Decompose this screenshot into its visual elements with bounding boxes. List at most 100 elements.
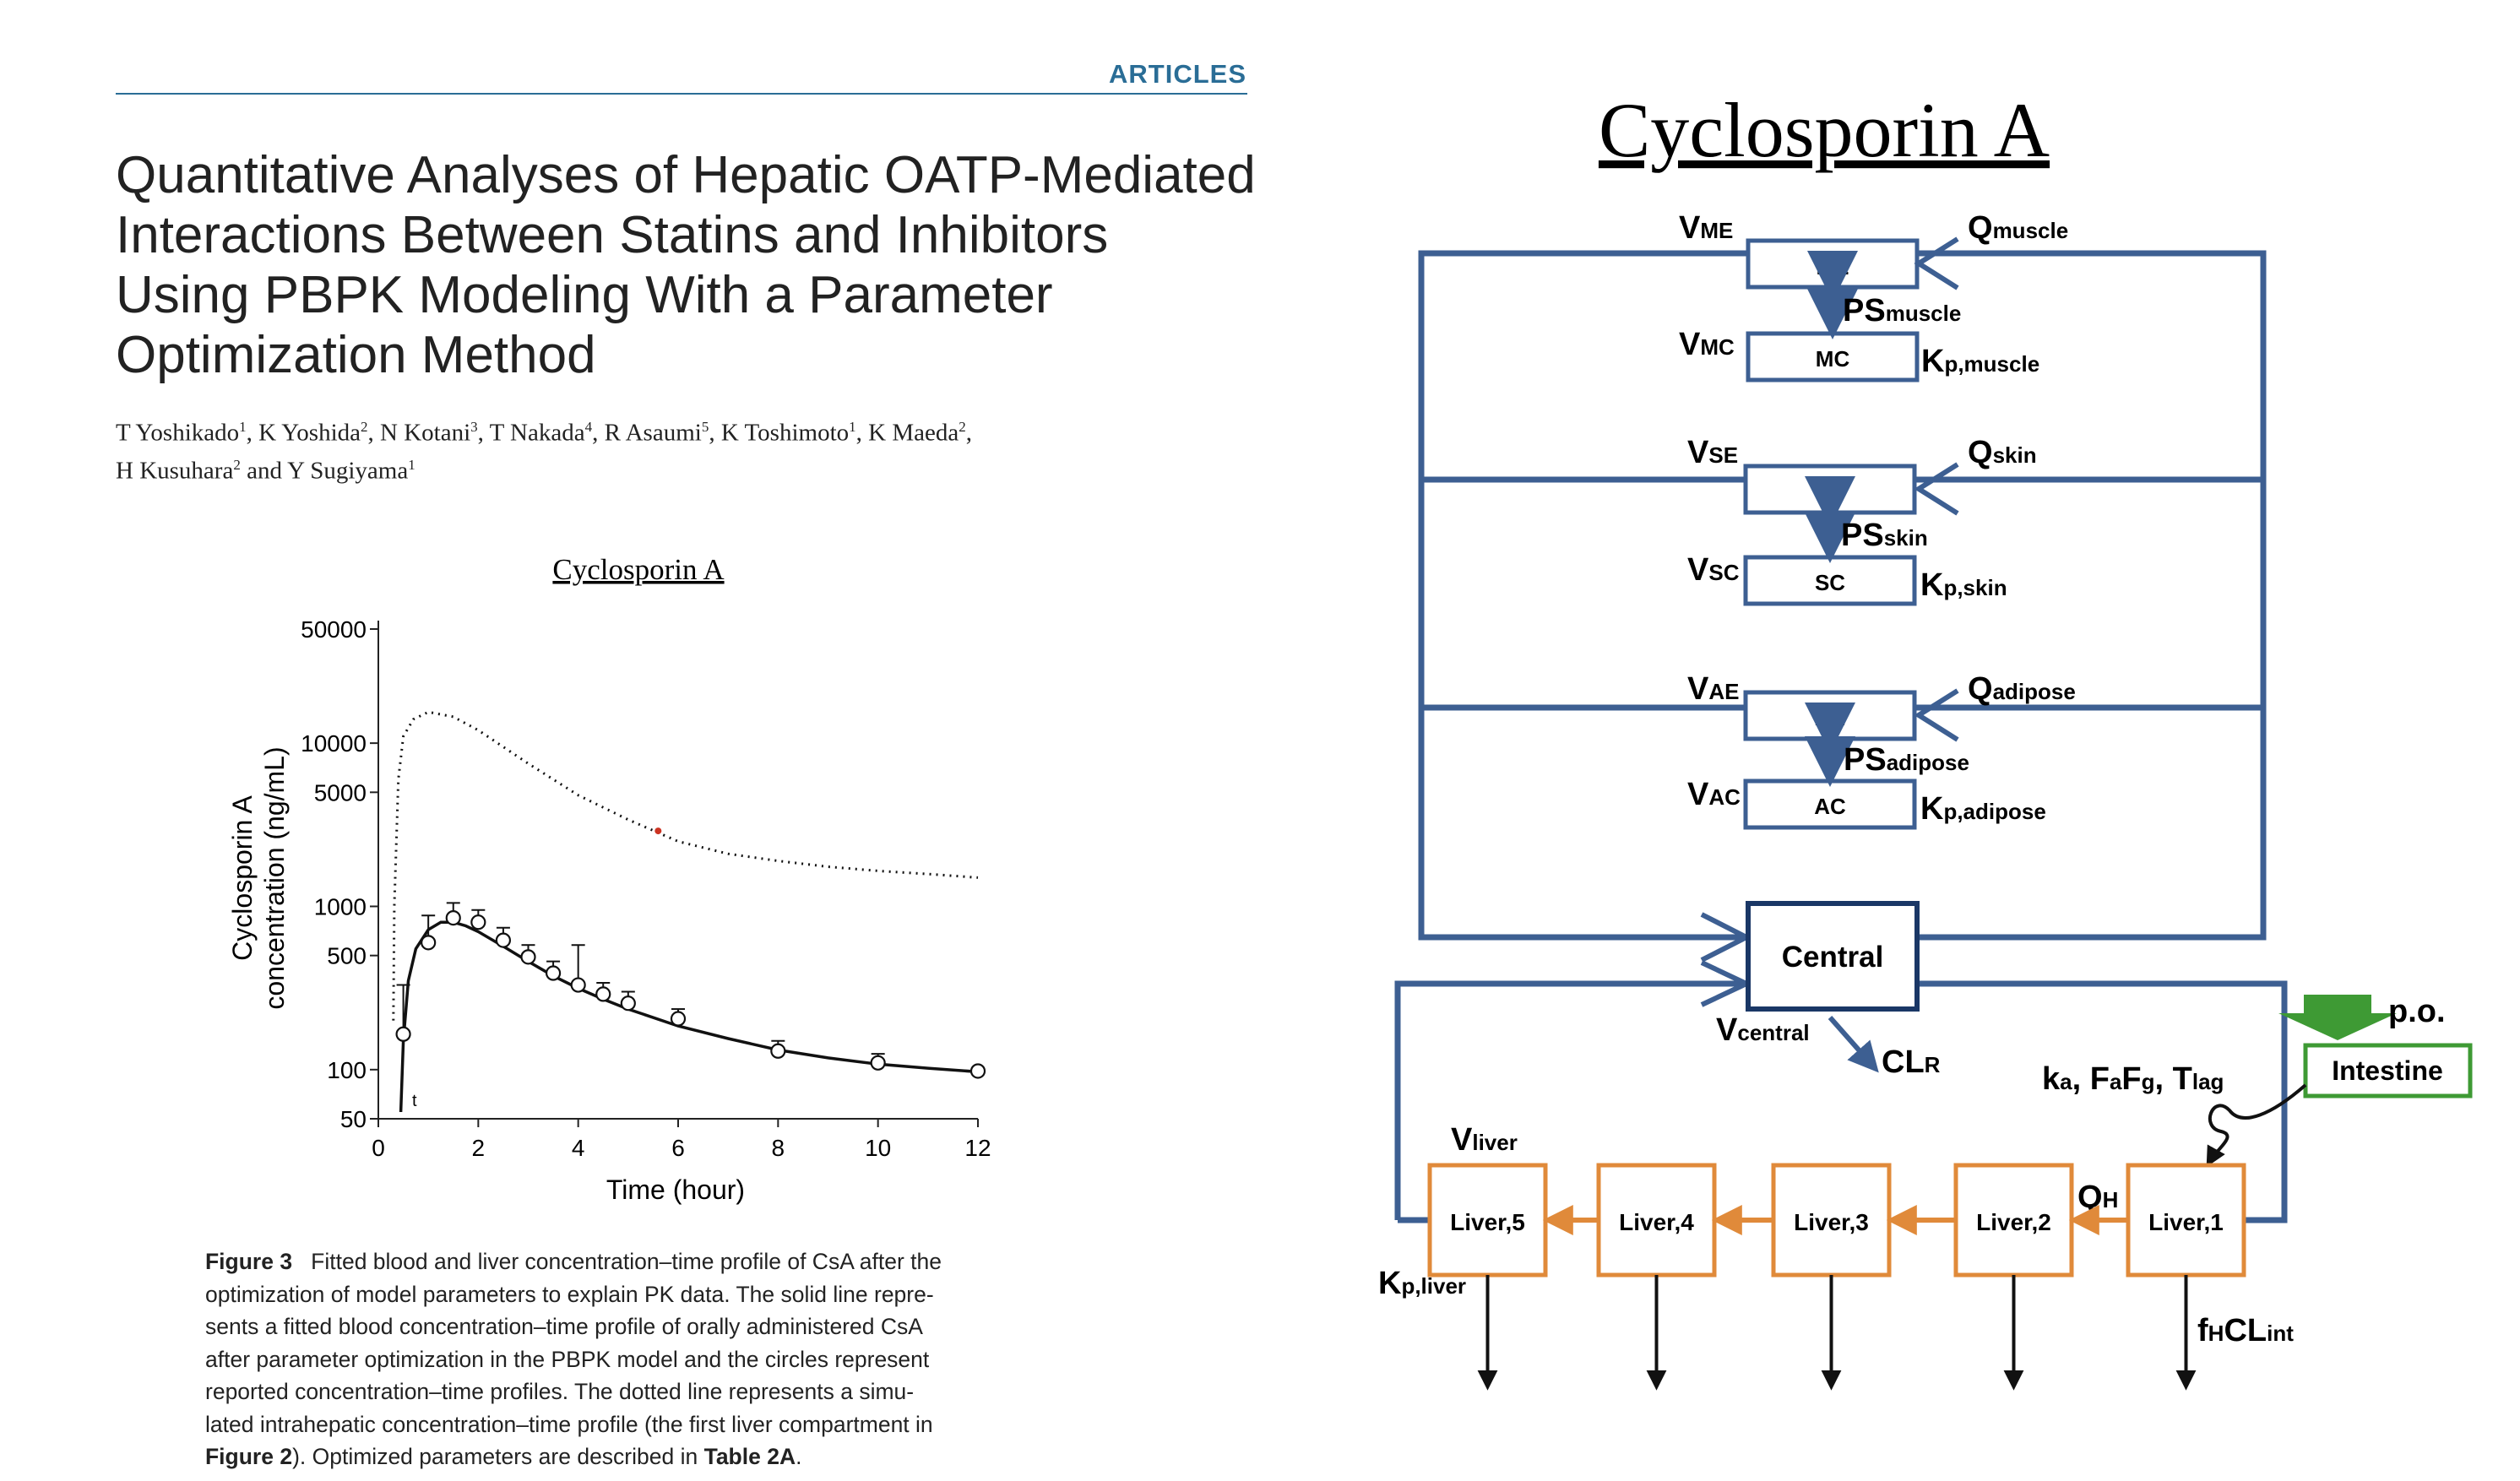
liver-partition-coefficient: Kp,liver <box>1378 1266 1466 1301</box>
pbpk-model-diagram: Cyclosporin A ME MC VME Qmuscle PSmuscle… <box>1378 87 2473 1391</box>
author-affiliation: 5 <box>701 419 709 435</box>
hepatic-blood-flow: QH <box>2077 1180 2118 1215</box>
intestine-label: Intestine <box>2332 1055 2443 1086</box>
author-affiliation: 1 <box>849 419 856 435</box>
liver-simulated-series <box>392 710 979 1021</box>
x-tick-label: 4 <box>572 1135 585 1161</box>
title-line: Using PBPK Modeling With a Parameter <box>116 266 1053 324</box>
article-title: Quantitative Analyses of Hepatic OATP-Me… <box>116 145 1264 385</box>
data-point <box>770 1043 786 1059</box>
x-tick-label: 10 <box>865 1135 891 1161</box>
author-affiliation: 3 <box>470 419 478 435</box>
x-tick-label: 0 <box>372 1135 385 1161</box>
author-separator: , <box>855 419 869 447</box>
author-name: T Yoshikado <box>116 419 240 447</box>
skin-compartment: SE SC VSE Qskin PSskin VSC Kp,skin <box>1687 435 2037 606</box>
author-line-2: H Kusuhara2 and Y Sugiyama1 <box>116 449 1264 487</box>
central-label: Central <box>1782 941 1884 974</box>
muscle-compartment: ME MC VME Qmuscle PSmuscle VMC Kp,muscle <box>1679 210 2068 382</box>
skin-volume-cell: VSC <box>1687 552 1740 588</box>
muscle-volume-extracellular: VME <box>1679 210 1733 246</box>
muscle-partition-coefficient: Kp,muscle <box>1921 344 2039 379</box>
liver-compartments: Vliver Kp,liver QH fHCLint Liver,5 Liver,… <box>1378 1122 2294 1391</box>
data-point <box>470 914 486 930</box>
caption-text: ). Optimized parameters are described in <box>292 1444 704 1469</box>
caption-line: sents a fitted blood concentration–time … <box>205 1314 923 1339</box>
author-separator: , <box>246 419 259 447</box>
author-affiliation: 1 <box>408 456 415 473</box>
caption-text: . <box>796 1444 802 1469</box>
author-affiliation: 1 <box>239 419 247 435</box>
author-separator: , <box>367 419 380 447</box>
x-axis-label: Time (hour) <box>606 1174 745 1205</box>
caption-line: Figure 3 Fitted blood and liver concentr… <box>205 1245 1050 1278</box>
y-tick-label: 100 <box>327 1057 367 1083</box>
y-axis-label: Cyclosporin A concentration (ng/mL) <box>227 746 290 1009</box>
author-affiliation: 4 <box>584 419 593 435</box>
skin-extracellular-label: SE <box>1816 479 1845 504</box>
figure-ref: Figure 2 <box>205 1444 293 1469</box>
data-point <box>969 1063 986 1079</box>
central-compartment: Central Vcentral CLR <box>1716 901 1941 1080</box>
caption-line: Figure 2). Optimized parameters are desc… <box>205 1440 1050 1473</box>
y-tick-label: 1000 <box>314 893 367 920</box>
central-box <box>1746 901 1920 1012</box>
skin-partition-coefficient: Kp,skin <box>1920 567 2007 603</box>
author-separator: , <box>709 419 721 447</box>
liver-box <box>1771 1163 1892 1278</box>
author-affiliation: 2 <box>233 456 241 473</box>
chart-annotation: t <box>412 1092 417 1110</box>
caption-line: optimization of model parameters to expl… <box>205 1281 934 1307</box>
skin-volume-extracellular: VSE <box>1687 435 1738 470</box>
concentration-time-chart: Cyclosporin A Cyclosporin A concentratio… <box>227 553 991 1205</box>
skin-permeability: PSskin <box>1841 518 1928 553</box>
author-name: T Nakada <box>489 419 585 447</box>
x-tick-label: 2 <box>472 1135 486 1161</box>
adipose-compartment: AE AC VAE Qadipose PSadipose VAC Kp,adip… <box>1687 671 2076 830</box>
adipose-extracellular-label: AE <box>1815 705 1845 730</box>
x-tick-label: 12 <box>964 1135 991 1161</box>
author-name: K Yoshida <box>258 419 361 447</box>
muscle-volume-cell: VMC <box>1679 327 1735 362</box>
caption-line: after parameter optimization in the PBPK… <box>205 1346 930 1372</box>
data-point <box>620 995 636 1012</box>
y-tick-label: 5000 <box>314 779 367 806</box>
author-separator: and <box>240 457 288 485</box>
author-separator: , <box>592 419 605 447</box>
y-tick-label: 10000 <box>301 730 367 757</box>
author-name: K Maeda <box>868 419 959 447</box>
skin-cell-label: SC <box>1815 570 1845 595</box>
author-separator: , <box>477 419 490 447</box>
chart-axes: 0 2 4 6 8 10 12 50 100 500 1000 5000 10000 50000 <box>301 616 991 1161</box>
caption-line: reported concentration–time profiles. Th… <box>205 1379 915 1404</box>
muscle-extracellular-label: ME <box>1817 254 1849 279</box>
author-list: T Yoshikado1, K Yoshida2, N Kotani3, T N… <box>116 411 1264 486</box>
absorption-arrow <box>2206 1083 2307 1168</box>
caption-line: lated intrahepatic concentration–time pr… <box>205 1411 933 1437</box>
data-point <box>395 1026 411 1042</box>
liver-box-label: Liver,4 <box>1619 1209 1694 1235</box>
author-line-1: T Yoshikado1, K Yoshida2, N Kotani3, T N… <box>116 411 1264 449</box>
adipose-cell-label: AC <box>1814 794 1846 819</box>
renal-clearance-arrow <box>1828 1016 1879 1073</box>
renal-clearance: CLR <box>1882 1044 1941 1080</box>
plot-area <box>392 710 986 1113</box>
author-name: R Asaumi <box>604 419 702 447</box>
data-point <box>570 977 586 993</box>
data-point <box>520 949 536 965</box>
caption-text: Fitted blood and liver concentration–tim… <box>311 1249 942 1274</box>
diagram-title: Cyclosporin A <box>1599 87 2050 173</box>
muscle-cell-label: MC <box>1816 346 1850 372</box>
liver-box-label: Liver,3 <box>1794 1209 1869 1235</box>
liver-box-label: Liver,2 <box>1976 1209 2051 1235</box>
intrinsic-clearance: fHCLint <box>2197 1313 2294 1348</box>
muscle-permeability: PSmuscle <box>1843 293 1961 328</box>
data-point <box>870 1055 886 1071</box>
adipose-blood-flow: Qadipose <box>1968 671 2076 707</box>
central-volume: Vcentral <box>1716 1012 1810 1048</box>
absorption-parameters: ka, FaFg, Tlag <box>2042 1061 2224 1097</box>
oral-dose-label: p.o. <box>2388 994 2446 1029</box>
author-affiliation: 2 <box>959 419 966 435</box>
blood-fitted-series <box>399 920 979 1113</box>
header-rule <box>116 93 1247 95</box>
